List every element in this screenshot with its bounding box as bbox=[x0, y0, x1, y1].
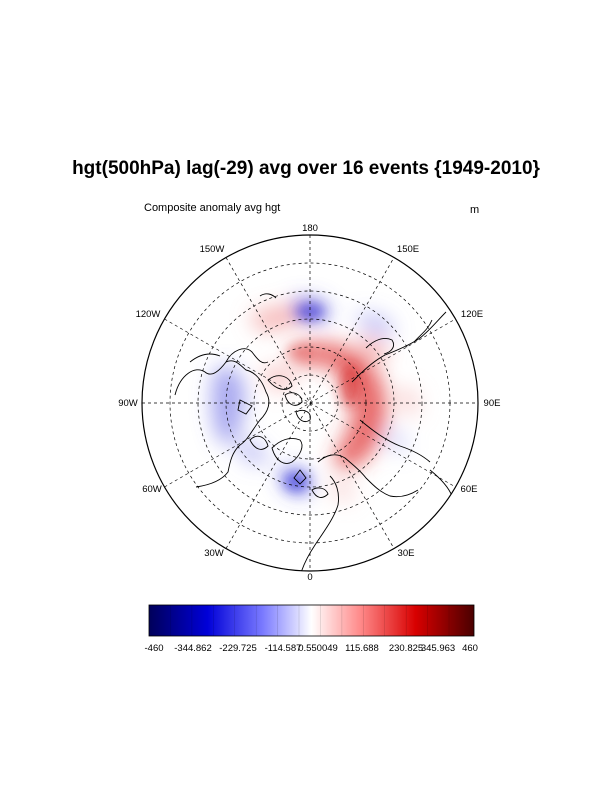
page-title: hgt(500hPa) lag(-29) avg over 16 events … bbox=[72, 158, 540, 179]
coastlines bbox=[174, 293, 453, 571]
colorbar-label: 345.963 bbox=[420, 643, 456, 654]
lon-label-0: 0 bbox=[307, 572, 312, 583]
colorbar-label: -229.725 bbox=[219, 643, 257, 654]
lon-label-60e: 60E bbox=[461, 484, 478, 495]
colorbar-bin-lines bbox=[170, 605, 450, 636]
graticule bbox=[142, 235, 478, 571]
lon-label-150w: 150W bbox=[200, 244, 225, 255]
colorbar-label: 115.688 bbox=[345, 643, 379, 654]
lon-label-150e: 150E bbox=[397, 244, 419, 255]
map-border bbox=[141, 234, 479, 572]
colorbar-label: -344.862 bbox=[174, 643, 212, 654]
lon-label-90e: 90E bbox=[484, 398, 501, 409]
colorbar-gradient bbox=[148, 604, 475, 637]
colorbar bbox=[148, 604, 475, 637]
colorbar-label: 0.550049 bbox=[298, 643, 338, 654]
lon-label-180: 180 bbox=[302, 223, 318, 234]
colorbar-label: -114.587 bbox=[264, 643, 302, 654]
lon-label-90w: 90W bbox=[118, 398, 138, 409]
colorbar-label: -460 bbox=[144, 643, 164, 654]
units-label: m bbox=[470, 204, 480, 216]
lon-label-30w: 30W bbox=[204, 548, 224, 559]
lon-label-30e: 30E bbox=[398, 548, 415, 559]
subtitle-left: Composite anomaly avg hgt bbox=[144, 202, 281, 214]
lon-label-120e: 120E bbox=[461, 309, 483, 320]
colorbar-label: 460 bbox=[462, 643, 478, 654]
anomaly-field bbox=[211, 298, 420, 502]
colorbar-label: 230.825 bbox=[388, 643, 424, 654]
lon-label-60w: 60W bbox=[142, 484, 162, 495]
lon-label-120w: 120W bbox=[136, 309, 161, 320]
